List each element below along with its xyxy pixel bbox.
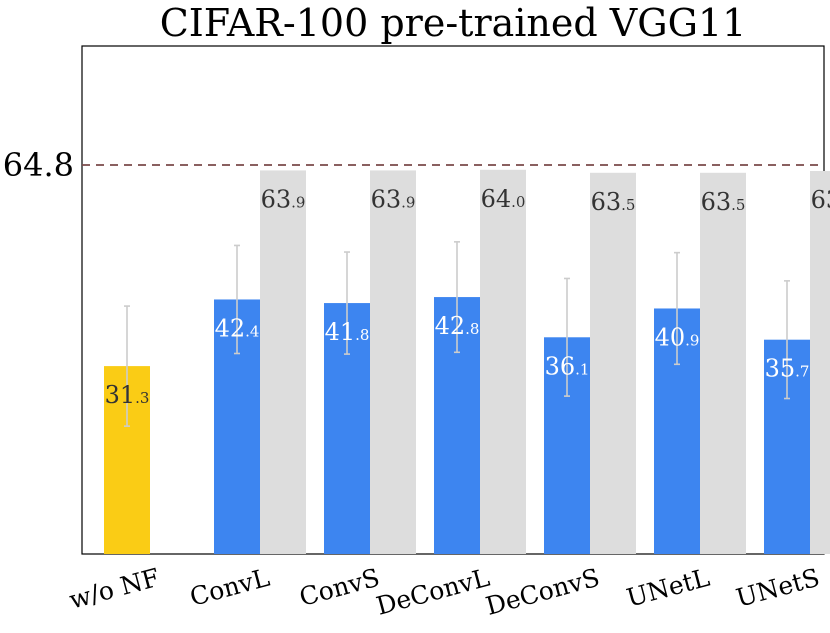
value-label-main-6: 35.7 (765, 355, 810, 383)
chart-title: CIFAR-100 pre-trained VGG11 (160, 1, 747, 45)
value-label-gray-6: 63.8 (811, 186, 830, 214)
category-label-3: DeConvL (373, 563, 492, 621)
bar-gray-2 (370, 170, 416, 554)
category-label-5: UNetL (624, 563, 713, 613)
category-label-4: DeConvS (483, 563, 603, 621)
category-label-1: ConvL (187, 563, 273, 612)
value-label-main-2: 41.8 (325, 318, 370, 346)
bar-gray-5 (700, 172, 746, 554)
category-label-2: ConvS (296, 563, 382, 612)
value-label-main-5: 40.9 (655, 323, 700, 351)
value-label-main-1: 42.4 (215, 314, 260, 342)
bar-gray-4 (590, 172, 636, 554)
category-label-0: w/o NF (66, 563, 162, 615)
value-label-main-4: 36.1 (545, 352, 590, 380)
reference-value-label: 64.8 (3, 146, 74, 184)
value-label-gray-4: 63.5 (591, 188, 636, 216)
bar-gray-1 (260, 170, 306, 554)
category-label-6: UNetS (733, 563, 823, 613)
value-label-gray-5: 63.5 (701, 188, 746, 216)
value-label-gray-1: 63.9 (261, 185, 306, 213)
value-label-gray-3: 64.0 (481, 185, 526, 213)
value-label-gray-2: 63.9 (371, 185, 416, 213)
bars-layer: 31.3 42.4 63.9 41.8 63.9 42.8 64.0 36.1 63.5 40.9… (104, 169, 830, 554)
value-label-main-3: 42.8 (435, 312, 480, 340)
value-label-main-0: 31.3 (105, 381, 150, 409)
bar-gray-6 (810, 171, 830, 554)
bar-gray-3 (480, 169, 526, 554)
